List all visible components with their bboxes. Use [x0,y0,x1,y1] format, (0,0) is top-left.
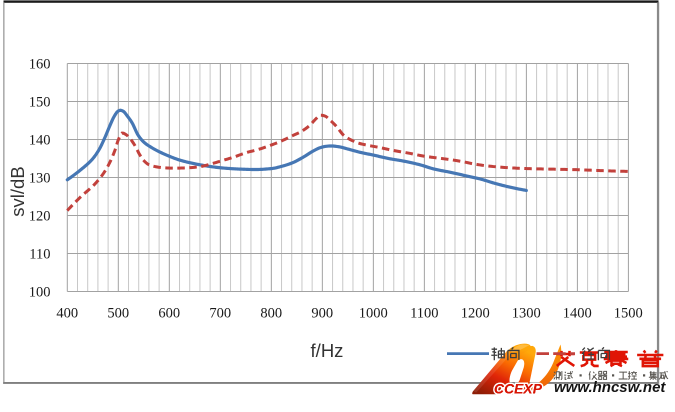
svg-text:CCEXP: CCEXP [494,381,543,396]
svg-text:1400: 1400 [563,306,592,322]
svg-text:500: 500 [107,306,129,322]
svg-text:140: 140 [29,132,51,148]
svg-text:www.hncsw.net: www.hncsw.net [554,379,666,396]
svg-text:120: 120 [29,208,51,224]
svg-text:150: 150 [29,94,51,110]
svg-text:1200: 1200 [461,306,490,322]
svg-text:f/Hz: f/Hz [311,340,344,361]
svg-text:900: 900 [311,306,333,322]
svg-text:1500: 1500 [614,306,643,322]
svg-text:110: 110 [29,246,50,262]
svg-text:1000: 1000 [359,306,388,322]
svg-text:100: 100 [29,284,51,300]
svg-text:1100: 1100 [410,306,438,322]
svg-text:CCEXP: CCEXP [494,381,543,396]
svg-text:1300: 1300 [512,306,541,322]
svg-text:700: 700 [209,306,231,322]
svg-text:svl/dB: svl/dB [7,166,28,216]
svg-text:130: 130 [29,170,51,186]
svg-text:160: 160 [29,56,51,72]
svg-text:400: 400 [56,306,78,322]
svg-text:800: 800 [260,306,282,322]
svg-text:600: 600 [158,306,180,322]
